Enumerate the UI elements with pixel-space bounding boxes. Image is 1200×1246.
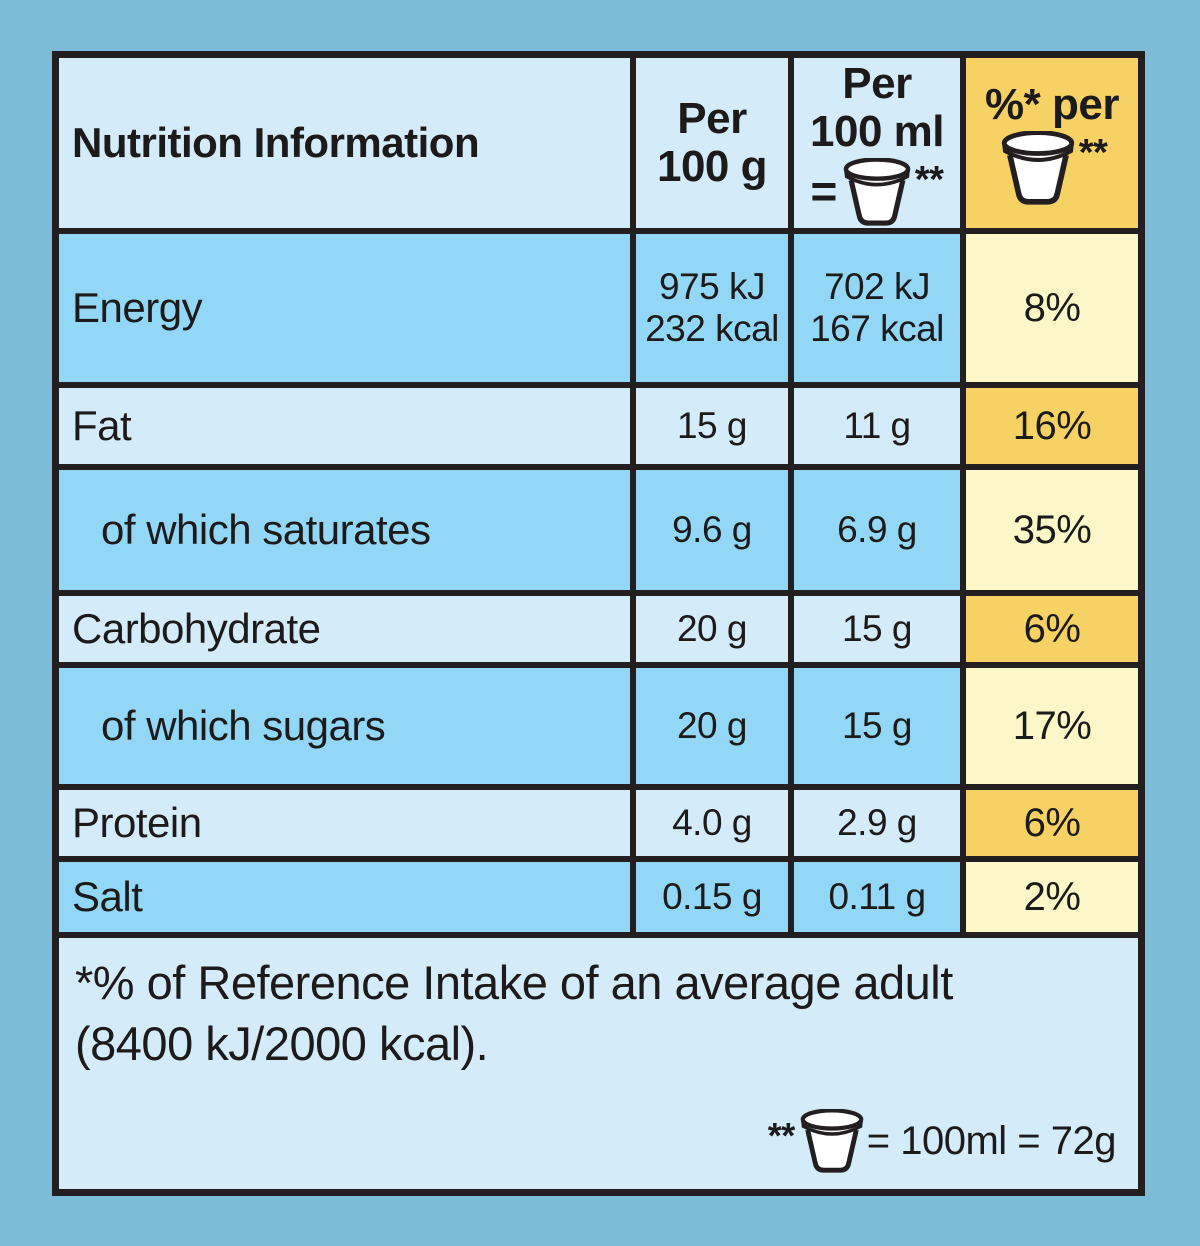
protein-per-100ml: 2.9 g — [794, 790, 960, 856]
column-header-per-100ml: Per 100 ml = ** — [794, 58, 960, 228]
carbohydrate-per-100ml: 15 g — [794, 596, 960, 662]
energy-per-100ml: 702 kJ 167 kcal — [794, 234, 960, 382]
row-label-salt: Salt — [59, 862, 630, 932]
row-label-energy: Energy — [59, 234, 630, 382]
ice-cream-tub-icon — [800, 1109, 864, 1173]
row-label-sugars: of which sugars — [59, 668, 630, 784]
fat-per-100ml: 11 g — [794, 388, 960, 464]
salt-per-100ml: 0.11 g — [794, 862, 960, 932]
energy-per-100g: 975 kJ 232 kcal — [636, 234, 788, 382]
carbohydrate-per-100g: 20 g — [636, 596, 788, 662]
row-label-saturates: of which saturates — [59, 470, 630, 590]
protein-per-100g: 4.0 g — [636, 790, 788, 856]
sugars-per-100ml: 15 g — [794, 668, 960, 784]
serving-equivalence-text: = 100ml = 72g — [866, 1119, 1117, 1163]
row-label-carbohydrate: Carbohydrate — [59, 596, 630, 662]
ice-cream-tub-icon — [1001, 130, 1074, 205]
saturates-per-100ml: 6.9 g — [794, 470, 960, 590]
saturates-percent-ri: 35% — [966, 470, 1138, 590]
sugars-percent-ri: 17% — [966, 668, 1138, 784]
saturates-per-100g: 9.6 g — [636, 470, 788, 590]
protein-percent-ri: 6% — [966, 790, 1138, 856]
row-label-fat: Fat — [59, 388, 630, 464]
energy-percent-ri: 8% — [966, 234, 1138, 382]
percent-per-label: %* per — [985, 80, 1119, 130]
column-header-percent-per-tub: %* per ** — [966, 58, 1138, 228]
row-label-protein: Protein — [59, 790, 630, 856]
salt-per-100g: 0.15 g — [636, 862, 788, 932]
double-asterisk: ** — [767, 1115, 796, 1156]
serving-equivalence-note: ** = 100ml = 72g — [767, 1109, 1117, 1173]
carbohydrate-percent-ri: 6% — [966, 596, 1138, 662]
sugars-per-100g: 20 g — [636, 668, 788, 784]
reference-intake-note: *% of Reference Intake of an average adu… — [75, 956, 953, 1071]
per-100ml-line1: Per — [842, 59, 912, 109]
double-asterisk: ** — [1078, 131, 1108, 174]
per-100ml-line2: 100 ml — [810, 107, 944, 156]
column-header-per-100g: Per 100 g — [636, 58, 788, 228]
fat-per-100g: 15 g — [636, 388, 788, 464]
table-title: Nutrition Information — [59, 58, 630, 228]
equals-sign: = — [810, 164, 838, 217]
double-asterisk: ** — [914, 158, 944, 201]
ice-cream-tub-icon — [843, 157, 911, 226]
percent-tub-group: ** — [997, 130, 1108, 205]
footer-notes: *% of Reference Intake of an average adu… — [59, 938, 1138, 1189]
fat-percent-ri: 16% — [966, 388, 1138, 464]
nutrition-table: Nutrition Information Per 100 g Per 100 … — [52, 51, 1145, 1196]
per-100ml-tub-group: = ** — [810, 157, 944, 226]
salt-percent-ri: 2% — [966, 862, 1138, 932]
